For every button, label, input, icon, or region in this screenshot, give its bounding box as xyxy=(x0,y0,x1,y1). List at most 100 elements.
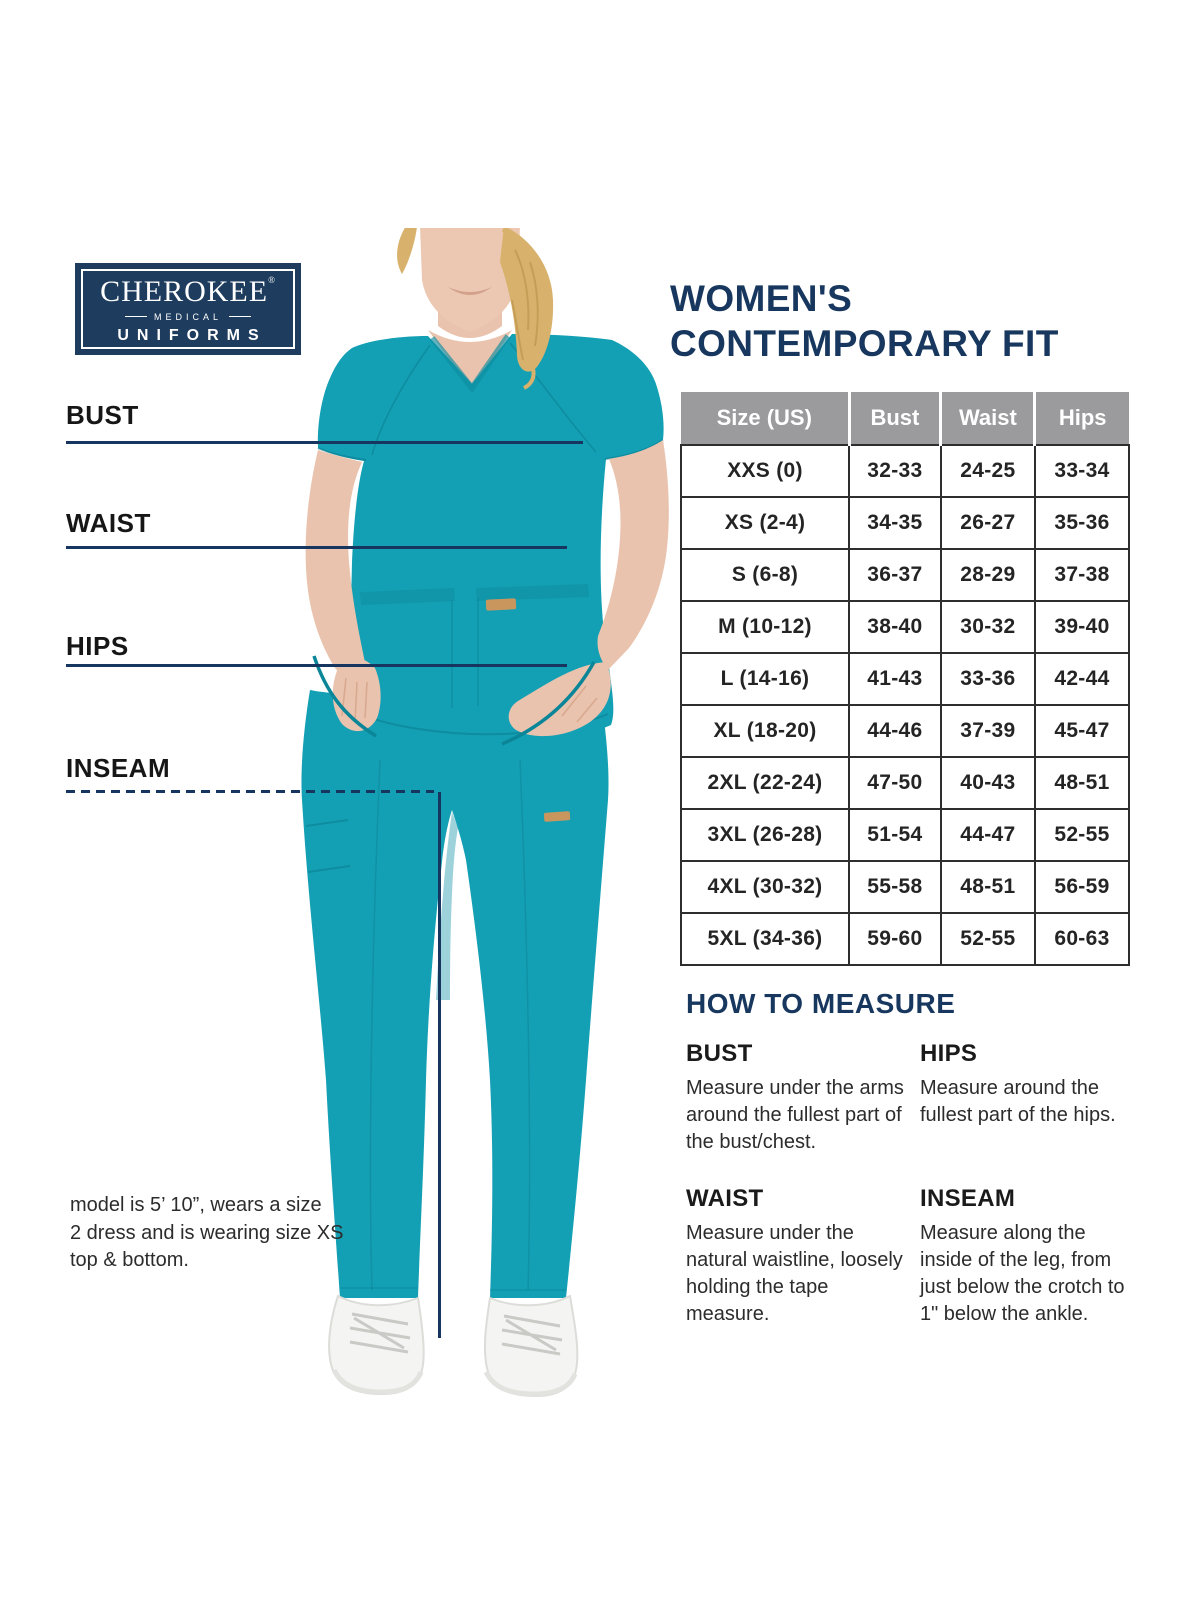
measure-item-text: Measure under the natural waistline, loo… xyxy=(686,1221,903,1326)
waist-line xyxy=(66,546,567,549)
table-cell: 3XL (26-28) xyxy=(680,808,850,862)
measure-item-hips: HIPS Measure around the fullest part of … xyxy=(920,1040,1138,1157)
table-row: L (14-16) 41-43 33-36 42-44 xyxy=(680,652,1131,706)
table-row: M (10-12) 38-40 30-32 39-40 xyxy=(680,600,1131,654)
table-cell: 55-58 xyxy=(848,860,942,914)
table-cell: 39-40 xyxy=(1033,600,1131,654)
table-cell: XXS (0) xyxy=(680,444,850,498)
table-row: 3XL (26-28) 51-54 44-47 52-55 xyxy=(680,808,1131,862)
inseam-vertical-line xyxy=(438,792,441,1338)
table-cell: 26-27 xyxy=(939,496,1036,550)
table-cell: 52-55 xyxy=(939,912,1036,966)
table-cell: 37-39 xyxy=(939,704,1036,758)
table-cell: 44-46 xyxy=(848,704,942,758)
logo-brand: CHEROKEE® xyxy=(100,274,276,308)
table-cell: 4XL (30-32) xyxy=(680,860,850,914)
table-cell: L (14-16) xyxy=(680,652,850,706)
table-cell: 30-32 xyxy=(939,600,1036,654)
measure-item-text: Measure under the arms around the fulles… xyxy=(686,1077,904,1154)
inseam-label: INSEAM xyxy=(66,753,171,783)
inseam-dashed-line xyxy=(66,790,434,793)
size-chart-body: XXS (0) 32-33 24-25 33-34 XS (2-4) 34-35 26-27… xyxy=(680,444,1131,966)
table-cell: 2XL (22-24) xyxy=(680,756,850,810)
scrub-pants xyxy=(301,690,609,1298)
size-chart-header-row: Size (US) Bust Waist Hips xyxy=(681,392,1129,445)
model-note: model is 5’ 10”, wears a size 2 dress an… xyxy=(70,1192,370,1275)
model-arms xyxy=(305,440,669,746)
table-cell: 5XL (34-36) xyxy=(680,912,850,966)
logo-uniforms: UNIFORMS xyxy=(117,326,267,344)
model-note-line: top & bottom. xyxy=(70,1249,189,1272)
table-row: 2XL (22-24) 47-50 40-43 48-51 xyxy=(680,756,1131,810)
table-cell: 48-51 xyxy=(939,860,1036,914)
page-title-line2: CONTEMPORARY FIT xyxy=(670,323,1059,365)
table-cell: 37-38 xyxy=(1033,548,1131,602)
page-title-line1: WOMEN'S xyxy=(670,278,853,319)
table-cell: 59-60 xyxy=(848,912,942,966)
table-cell: 24-25 xyxy=(939,444,1036,498)
logo-medical-row: MEDICAL xyxy=(124,311,251,322)
registered-mark: ® xyxy=(268,274,276,285)
logo-medical: MEDICAL xyxy=(153,311,222,322)
table-cell: 48-51 xyxy=(1033,756,1131,810)
table-row: XL (18-20) 44-46 37-39 45-47 xyxy=(680,704,1131,758)
hips-label: HIPS xyxy=(66,631,129,661)
table-cell: 47-50 xyxy=(848,756,942,810)
table-cell: 60-63 xyxy=(1033,912,1131,966)
cherokee-logo: CHEROKEE® MEDICAL UNIFORMS xyxy=(75,263,301,355)
column-header: Waist xyxy=(939,392,1035,445)
sneakers xyxy=(328,1294,579,1398)
model-note-line: model is 5’ 10”, wears a size xyxy=(70,1194,322,1216)
measure-item-inseam: INSEAM Measure along the inside of the l… xyxy=(920,1185,1138,1329)
table-cell: 34-35 xyxy=(848,496,942,550)
waist-label: WAIST xyxy=(66,508,151,538)
page-title: WOMEN'S CONTEMPORARY FIT xyxy=(670,276,1150,366)
scrub-top xyxy=(317,334,664,748)
logo-rule xyxy=(124,316,147,317)
table-cell: 36-37 xyxy=(848,548,942,602)
table-cell: 51-54 xyxy=(848,808,942,862)
table-cell: 35-36 xyxy=(1033,496,1131,550)
table-cell: 52-55 xyxy=(1033,808,1131,862)
size-chart-table: Size (US) Bust Waist Hips XXS (0) 32-33 24-25… xyxy=(680,392,1131,966)
table-cell: XL (18-20) xyxy=(680,704,850,758)
column-header: Hips xyxy=(1033,392,1129,445)
hips-line xyxy=(66,664,567,667)
table-cell: 41-43 xyxy=(848,652,942,706)
column-header: Size (US) xyxy=(681,392,849,445)
table-cell: 38-40 xyxy=(848,600,942,654)
table-cell: M (10-12) xyxy=(680,600,850,654)
table-row: 4XL (30-32) 55-58 48-51 56-59 xyxy=(680,860,1131,914)
table-row: S (6-8) 36-37 28-29 37-38 xyxy=(680,548,1131,602)
table-cell: 32-33 xyxy=(848,444,942,498)
table-cell: S (6-8) xyxy=(680,548,850,602)
table-row: 5XL (34-36) 59-60 52-55 60-63 xyxy=(680,912,1131,966)
how-to-measure-title: HOW TO MEASURE xyxy=(686,988,956,1019)
measure-item-text: Measure around the fullest part of the h… xyxy=(920,1077,1116,1127)
model-braid xyxy=(500,228,554,390)
table-cell: 33-36 xyxy=(939,652,1036,706)
table-cell: 42-44 xyxy=(1033,652,1131,706)
table-cell: 56-59 xyxy=(1033,860,1131,914)
logo-rule xyxy=(229,316,251,317)
table-cell: XS (2-4) xyxy=(680,496,850,550)
table-cell: 33-34 xyxy=(1033,444,1131,498)
table-row: XS (2-4) 34-35 26-27 35-36 xyxy=(680,496,1131,550)
bust-label: BUST xyxy=(66,400,139,430)
model-note-line: 2 dress and is wearing size XS xyxy=(70,1221,344,1244)
bust-line xyxy=(66,441,583,444)
how-to-measure-grid: BUST Measure under the arms around the f… xyxy=(686,1040,1138,1328)
measure-item-title: INSEAM xyxy=(920,1184,1016,1212)
model-skin xyxy=(420,228,520,390)
measure-item-waist: WAIST Measure under the natural waistlin… xyxy=(686,1185,904,1329)
measure-item-bust: BUST Measure under the arms around the f… xyxy=(686,1040,904,1157)
measure-item-text: Measure along the inside of the leg, fro… xyxy=(920,1221,1125,1326)
table-cell: 44-47 xyxy=(939,808,1036,862)
table-cell: 28-29 xyxy=(939,548,1036,602)
table-cell: 40-43 xyxy=(939,756,1036,810)
column-header: Bust xyxy=(847,392,941,445)
table-row: XXS (0) 32-33 24-25 33-34 xyxy=(680,444,1131,498)
measure-item-title: BUST xyxy=(686,1040,753,1067)
